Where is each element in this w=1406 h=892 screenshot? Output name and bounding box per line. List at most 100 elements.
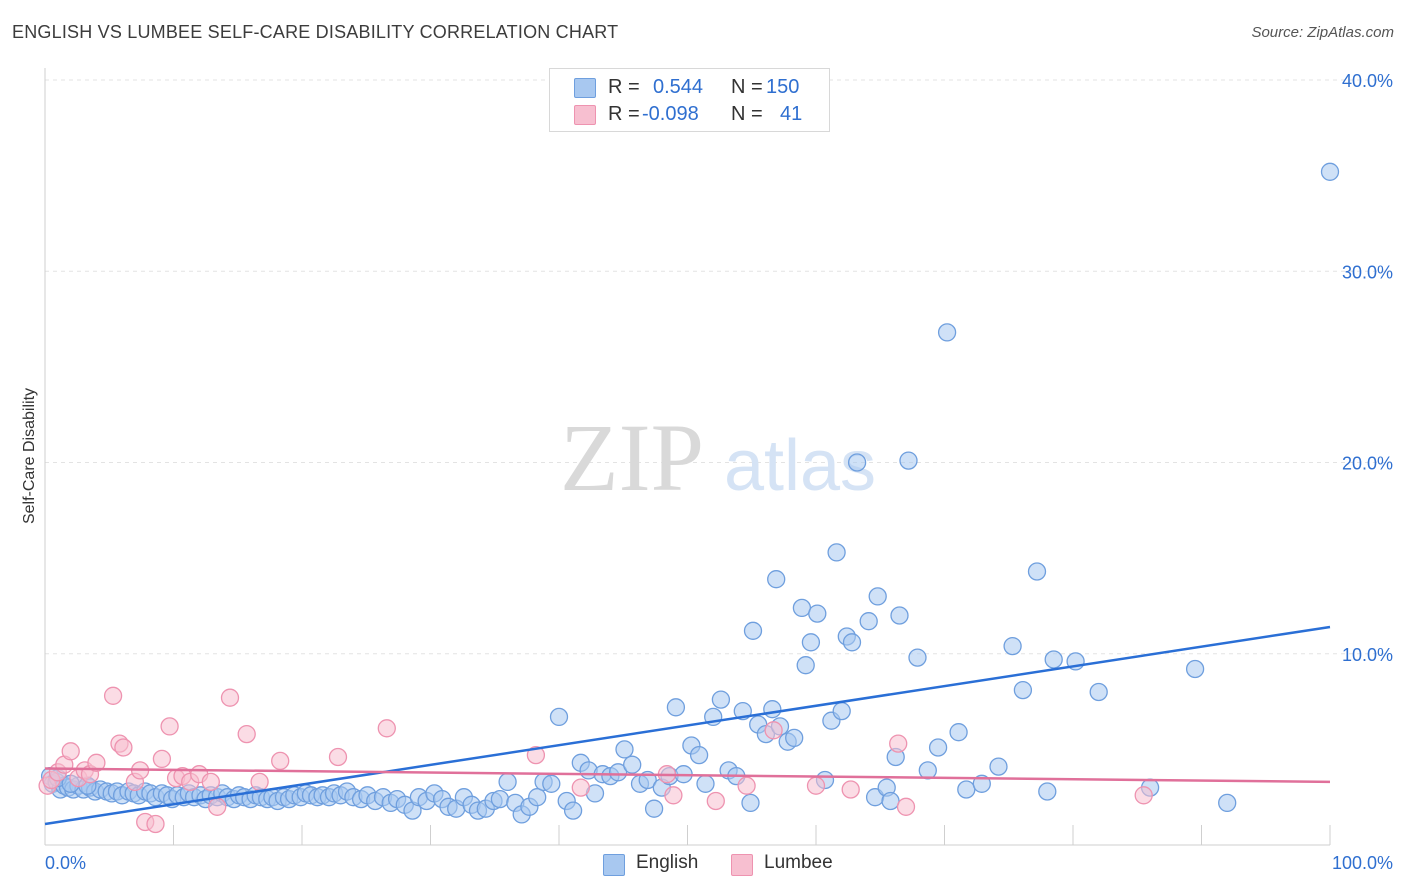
- english-point: [549, 707, 569, 727]
- english-point: [1185, 659, 1205, 679]
- chart-title: ENGLISH VS LUMBEE SELF-CARE DISABILITY C…: [12, 22, 619, 42]
- english-point: [957, 780, 976, 799]
- english-legend-swatch: [603, 854, 625, 876]
- x-tick-label: 0.0%: [45, 853, 86, 873]
- english-point: [989, 757, 1008, 776]
- lumbee-point: [271, 751, 290, 771]
- english-point: [949, 723, 968, 742]
- lumbee-point: [237, 724, 256, 744]
- english-trend-line: [44, 625, 1331, 826]
- lumbee-swatch: [574, 105, 596, 125]
- y-tick-label: 20.0%: [1342, 454, 1393, 474]
- legend-r-label: R =: [608, 103, 640, 125]
- english-point: [1044, 650, 1063, 669]
- english-point: [842, 633, 862, 652]
- lumbee-point: [1134, 786, 1153, 805]
- tick-labels: 10.0% 20.0% 30.0% 40.0% 0.0% 100.0%: [45, 71, 1393, 873]
- gridlines: [45, 79, 1390, 655]
- english-point: [918, 761, 937, 780]
- axes: [44, 68, 1331, 846]
- english-point: [615, 740, 634, 759]
- trendlines: [44, 625, 1331, 826]
- lumbee-legend-swatch: [731, 854, 753, 876]
- english-point: [899, 451, 918, 470]
- english-point: [859, 612, 878, 631]
- lumbee-point: [61, 742, 80, 761]
- lumbee-point: [114, 738, 133, 757]
- y-axis-label: Self-Care Disability: [21, 388, 38, 524]
- english-point: [490, 789, 510, 809]
- english-point: [563, 801, 583, 820]
- lumbee-point: [841, 780, 860, 799]
- english-point: [743, 621, 763, 640]
- lumbee-legend-label: Lumbee: [764, 852, 833, 873]
- english-point: [881, 791, 900, 811]
- lumbee-point: [208, 797, 227, 816]
- english-point: [1013, 680, 1033, 700]
- english-point: [767, 570, 786, 589]
- lumbee-points: [38, 686, 1153, 834]
- english-point: [1320, 162, 1340, 181]
- legend-row-english: R = 0.544 N = 150: [550, 74, 829, 102]
- lumbee-point: [806, 776, 826, 795]
- english-point: [689, 745, 709, 765]
- english-point: [847, 453, 867, 472]
- lumbee-point: [152, 749, 172, 769]
- legend-n-value: 41: [780, 103, 803, 125]
- english-point: [763, 700, 782, 719]
- watermark-zip: ZIP: [560, 404, 704, 511]
- english-point: [542, 774, 561, 793]
- english-point: [644, 799, 664, 818]
- english-point: [801, 633, 821, 652]
- lumbee-point: [706, 791, 725, 811]
- english-point: [623, 755, 642, 774]
- lumbee-point: [664, 786, 683, 805]
- english-point: [498, 772, 517, 792]
- english-swatch: [574, 78, 596, 98]
- legend-n-label: N =: [731, 76, 763, 98]
- legend-r-label: R =: [608, 76, 640, 98]
- lumbee-point: [146, 814, 165, 834]
- lumbee-trend-line: [44, 767, 1331, 784]
- legend-r-value: 0.544: [653, 76, 704, 98]
- lumbee-point: [160, 717, 179, 736]
- english-point: [528, 788, 547, 807]
- lumbee-point: [889, 734, 908, 753]
- english-point: [1089, 682, 1108, 702]
- english-point: [785, 728, 804, 748]
- lumbee-point: [377, 719, 396, 738]
- english-point: [741, 793, 760, 813]
- lumbee-point: [764, 721, 783, 740]
- lumbee-point: [571, 778, 590, 797]
- english-point: [937, 323, 957, 342]
- stats-legend: R = 0.544 N = 150 R = -0.098 N = 41: [549, 68, 830, 132]
- chart-source: Source: ZipAtlas.com: [1251, 24, 1394, 41]
- lumbee-point: [896, 797, 916, 816]
- english-point: [796, 656, 815, 675]
- english-points: [40, 162, 1340, 824]
- english-point: [908, 648, 927, 667]
- lumbee-point: [220, 688, 240, 707]
- legend-row-lumbee: R = -0.098 N = 41: [550, 101, 829, 129]
- lumbee-point: [87, 753, 106, 772]
- x-tick-label: 100.0%: [1332, 853, 1393, 873]
- english-point: [928, 738, 948, 757]
- lumbee-point: [103, 686, 123, 705]
- watermark: ZIP atlas: [560, 404, 876, 511]
- english-point: [1003, 636, 1022, 656]
- legend-r-value: -0.098: [642, 103, 699, 125]
- english-point: [666, 698, 686, 717]
- legend-n-label: N =: [731, 103, 763, 125]
- english-point: [608, 763, 628, 782]
- english-point: [711, 690, 731, 709]
- lumbee-point: [526, 745, 546, 765]
- english-point: [868, 587, 887, 606]
- english-point: [792, 598, 812, 618]
- lumbee-point: [737, 776, 756, 795]
- legend-n-value: 150: [766, 76, 800, 98]
- english-point: [696, 774, 715, 793]
- lumbee-point: [250, 772, 269, 792]
- english-point: [832, 701, 851, 721]
- y-tick-label: 10.0%: [1342, 645, 1393, 665]
